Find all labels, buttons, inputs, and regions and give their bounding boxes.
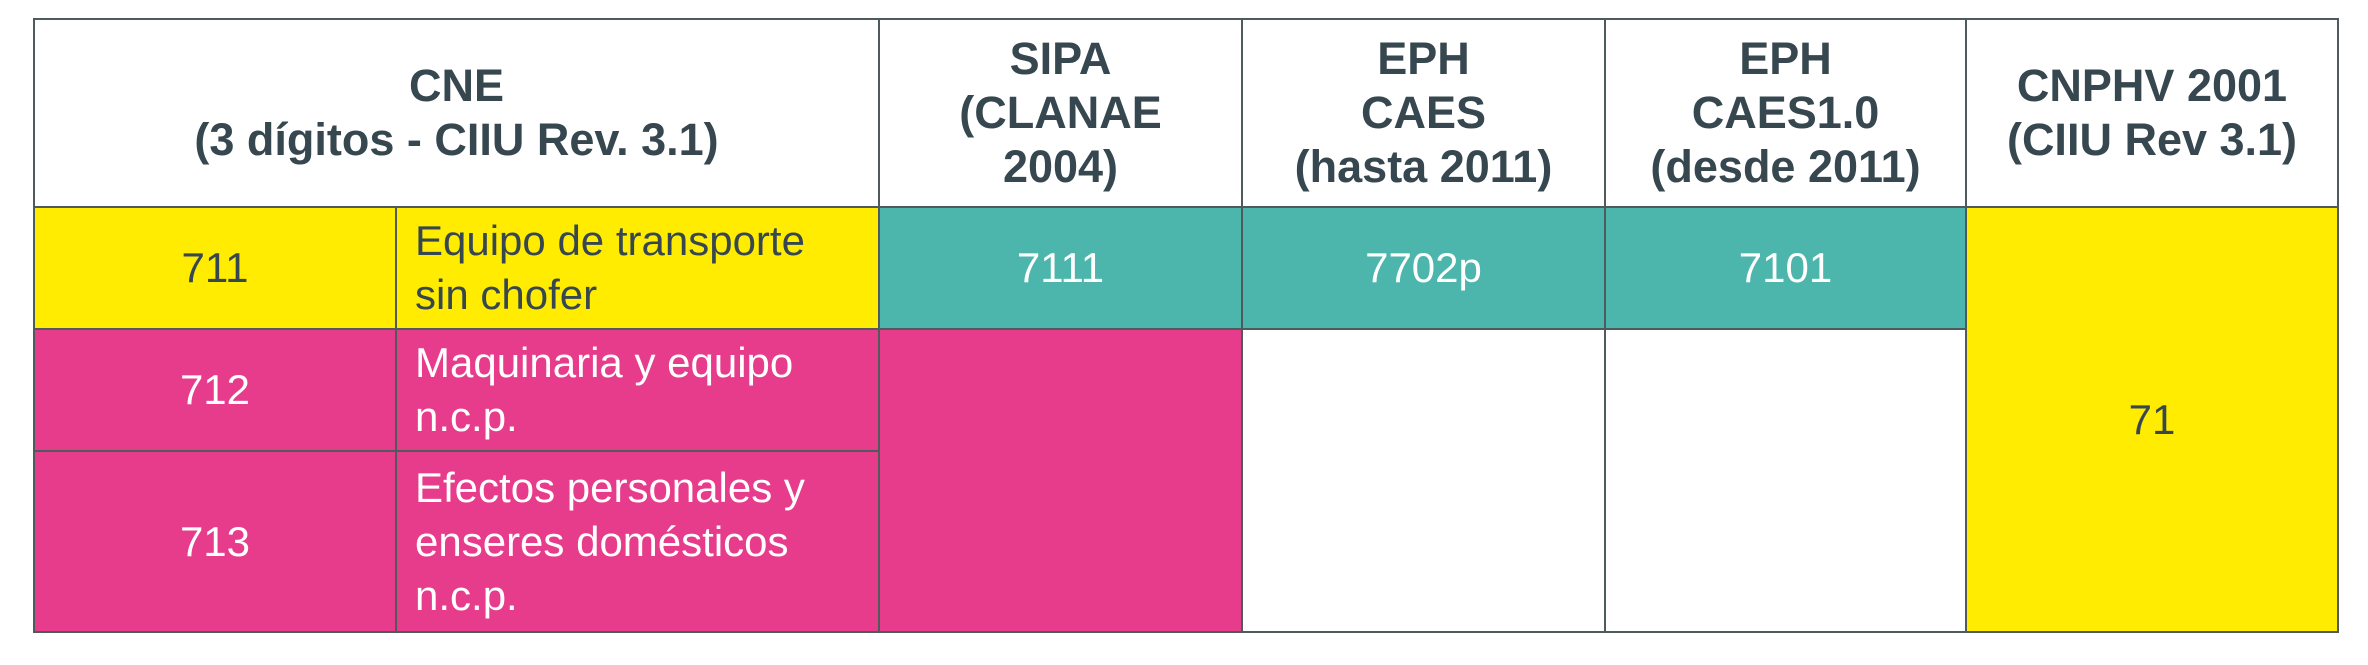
- table-row: 713 Efectos personales y enseres domésti…: [33, 450, 2338, 633]
- cne-code-cell: 712: [33, 328, 397, 452]
- cne-description-cell: Efectos personales y enseres domésticos …: [395, 450, 880, 633]
- classification-table: CNE (3 dígitos - CIIU Rev. 3.1) SIPA (CL…: [33, 18, 2339, 633]
- header-cne: CNE (3 dígitos - CIIU Rev. 3.1): [33, 18, 880, 208]
- sipa-code-cell: 7111: [878, 206, 1243, 330]
- header-eph-caes: EPH CAES (hasta 2011): [1241, 18, 1606, 208]
- header-eph-caes10: EPH CAES1.0 (desde 2011): [1604, 18, 1967, 208]
- cne-code-cell: 711: [33, 206, 397, 330]
- table-row: 712 Maquinaria y equipo n.c.p.: [33, 328, 2338, 633]
- header-cnphv: CNPHV 2001 (CIIU Rev 3.1): [1965, 18, 2339, 208]
- cne-description-cell: Equipo de transporte sin chofer: [395, 206, 880, 330]
- cnphv-code-cell: 71: [1965, 206, 2339, 633]
- header-sipa: SIPA (CLANAE 2004): [878, 18, 1243, 208]
- sipa-empty-cell: [878, 328, 1243, 633]
- eph-caes-empty-cell: [1241, 328, 1606, 633]
- eph-caes-code-cell: 7702p: [1241, 206, 1606, 330]
- table-row: 711 Equipo de transporte sin chofer 7111…: [33, 206, 2339, 633]
- cne-code-cell: 713: [33, 450, 397, 633]
- header-row: CNE (3 dígitos - CIIU Rev. 3.1) SIPA (CL…: [33, 18, 2339, 208]
- eph-caes10-empty-cell: [1604, 328, 1967, 633]
- eph-caes10-code-cell: 7101: [1604, 206, 1967, 330]
- cne-description-cell: Maquinaria y equipo n.c.p.: [395, 328, 880, 452]
